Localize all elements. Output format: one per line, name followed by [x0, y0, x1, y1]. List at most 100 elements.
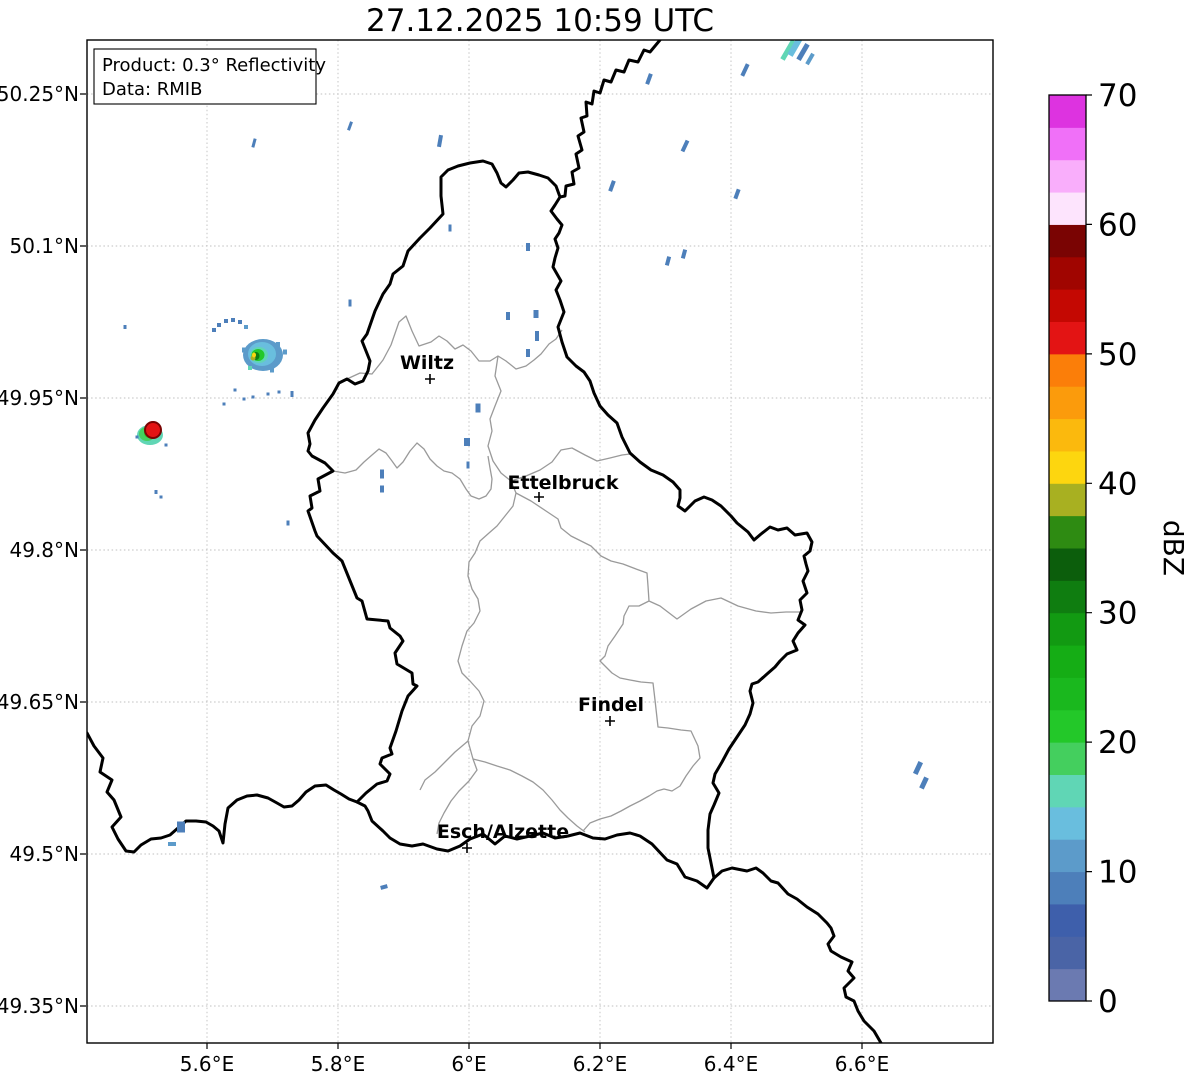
colorbar-segment	[1049, 806, 1086, 840]
echo-speck	[787, 40, 805, 57]
echo-speck	[380, 469, 384, 479]
echo-speck	[159, 495, 163, 499]
echo-speck	[248, 366, 252, 370]
city-label: Esch/Alzette	[437, 821, 569, 843]
colorbar-segment	[1049, 677, 1086, 711]
colorbar-tick-label: 10	[1098, 855, 1137, 891]
city-label: Ettelbruck	[508, 472, 619, 494]
echo-speck	[276, 342, 280, 348]
echo-speck	[380, 884, 388, 890]
y-tick-label: 49.5°N	[10, 842, 80, 866]
radar-echoes	[123, 40, 929, 890]
echo-speck	[912, 761, 924, 775]
colorbar-segment	[1049, 224, 1086, 258]
echo-speck	[231, 318, 235, 322]
colorbar-tick-label: 40	[1098, 466, 1137, 502]
x-tick-label: 6°E	[451, 1052, 486, 1076]
echo-red-core	[144, 421, 162, 439]
colorbar: 0 10 20 30 40 50 60 70 dBZ	[1048, 78, 1184, 1020]
colorbar-tick-label: 20	[1098, 725, 1137, 761]
city-annotations: Wiltz Ettelbruck Findel Esch/Alzette	[400, 352, 644, 853]
echo-speck	[251, 138, 257, 148]
echo-speck	[164, 443, 168, 447]
echo-speck	[535, 331, 539, 341]
y-tick-label: 50.1°N	[10, 234, 80, 258]
info-data-line: Data: RMIB	[102, 79, 202, 100]
colorbar-segment	[1049, 903, 1086, 937]
colorbar-segment	[1049, 774, 1086, 808]
echo-speck	[466, 461, 470, 469]
colorbar-tick-label: 0	[1098, 984, 1118, 1020]
colorbar-unit-label: dBZ	[1157, 520, 1184, 576]
france-belgium-border	[87, 731, 359, 854]
echo-speck	[177, 821, 185, 833]
echo-speck	[796, 42, 810, 62]
y-axis-labels: 50.25°N 50.1°N 49.95°N 49.8°N 49.65°N 49…	[0, 82, 79, 1018]
echo-speck	[919, 776, 929, 790]
city-label: Findel	[578, 694, 644, 716]
colorbar-segment	[1049, 418, 1086, 452]
city-label: Wiltz	[400, 352, 454, 374]
x-tick-label: 5.8°E	[311, 1052, 365, 1076]
echo-speck	[464, 438, 470, 446]
echo-speck	[608, 180, 616, 192]
colorbar-segment	[1049, 192, 1086, 225]
colorbar-segment	[1049, 450, 1086, 484]
echo-speck	[380, 485, 384, 493]
city-marker-icon	[462, 843, 472, 853]
echo-speck	[168, 842, 176, 846]
city-marker-icon	[605, 716, 615, 726]
echo-speck	[212, 328, 216, 332]
colorbar-tick-label: 60	[1098, 207, 1137, 243]
product-info-box: Product: 0.3° Reflectivity Data: RMIB	[93, 48, 326, 105]
plot-frame	[86, 39, 994, 1044]
echo-speck	[244, 325, 248, 329]
echo-speck	[780, 40, 796, 61]
y-tick-label: 50.25°N	[0, 82, 79, 106]
colorbar-segment	[1049, 580, 1086, 614]
colorbar-segment	[1049, 256, 1086, 290]
echo-speck	[224, 319, 228, 323]
echo-speck	[436, 134, 444, 148]
echo-speck	[286, 520, 290, 526]
colorbar-tick-label: 70	[1098, 78, 1137, 114]
y-axis-ticks	[80, 93, 86, 1007]
city-marker-icon	[534, 492, 544, 502]
x-tick-label: 6.6°E	[835, 1052, 889, 1076]
y-tick-label: 49.95°N	[0, 386, 79, 410]
canton-borders	[332, 315, 800, 835]
colorbar-segment	[1049, 548, 1086, 581]
echo-speck	[680, 249, 688, 259]
y-tick-label: 49.8°N	[10, 538, 80, 562]
y-tick-label: 49.35°N	[0, 994, 79, 1018]
x-axis-ticks	[206, 1043, 863, 1049]
colorbar-tick-label: 30	[1098, 596, 1137, 632]
colorbar-segment	[1049, 483, 1086, 517]
echo-speck	[645, 73, 653, 85]
figure-title: 27.12.2025 10:59 UTC	[366, 3, 714, 39]
echo-speck	[242, 347, 246, 353]
x-tick-label: 6.2°E	[573, 1052, 627, 1076]
echo-speck	[664, 256, 672, 266]
colorbar-segment	[1049, 742, 1086, 775]
colorbar-tick-label: 50	[1098, 337, 1137, 373]
echo-speck	[290, 391, 294, 397]
colorbar-segment	[1049, 386, 1086, 420]
colorbar-segment	[1049, 95, 1086, 128]
colorbar-segment	[1049, 321, 1086, 355]
echo-speck	[448, 224, 452, 232]
colorbar-segment	[1049, 515, 1086, 549]
graticule-gridlines	[87, 40, 993, 1043]
echo-cluster-blob	[252, 352, 256, 358]
echo-speck	[533, 310, 539, 318]
colorbar-segment	[1049, 871, 1086, 905]
echo-speck	[475, 403, 481, 413]
echo-speck	[270, 367, 274, 373]
colorbar-segment	[1049, 159, 1086, 193]
echo-speck	[277, 390, 281, 394]
france-germany-border	[712, 866, 883, 1043]
echo-speck	[154, 490, 158, 494]
city-marker-icon	[425, 374, 435, 384]
colorbar-segment	[1049, 289, 1086, 322]
